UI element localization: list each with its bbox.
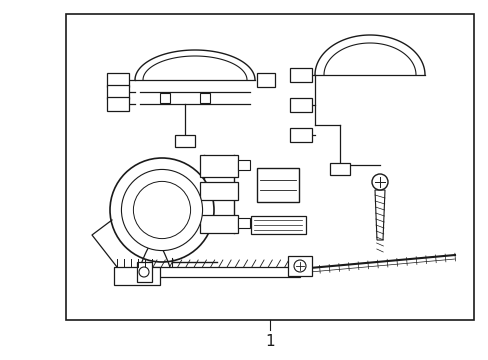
Bar	[289, 128, 311, 142]
Circle shape	[133, 181, 190, 239]
Bar	[257, 73, 274, 87]
Bar	[200, 93, 209, 103]
Bar	[114, 267, 160, 285]
Circle shape	[139, 267, 149, 277]
Bar	[175, 135, 195, 147]
Bar	[200, 215, 238, 233]
Circle shape	[121, 170, 202, 251]
Circle shape	[110, 158, 214, 262]
Bar	[287, 256, 311, 276]
Bar	[160, 93, 170, 103]
Bar	[329, 163, 349, 175]
Bar	[289, 98, 311, 112]
Bar	[200, 155, 238, 177]
Bar	[238, 160, 249, 170]
Bar	[150, 267, 299, 277]
Bar	[107, 97, 129, 111]
Bar	[137, 262, 152, 282]
Bar	[107, 73, 129, 87]
Circle shape	[371, 174, 387, 190]
Bar	[66, 14, 473, 320]
Bar	[238, 218, 249, 228]
Text: 1: 1	[264, 334, 274, 350]
Bar	[257, 168, 298, 202]
Bar	[107, 85, 129, 99]
Bar	[289, 68, 311, 82]
Bar	[200, 182, 238, 200]
Bar	[250, 216, 305, 234]
Circle shape	[293, 260, 305, 272]
Polygon shape	[374, 190, 384, 240]
